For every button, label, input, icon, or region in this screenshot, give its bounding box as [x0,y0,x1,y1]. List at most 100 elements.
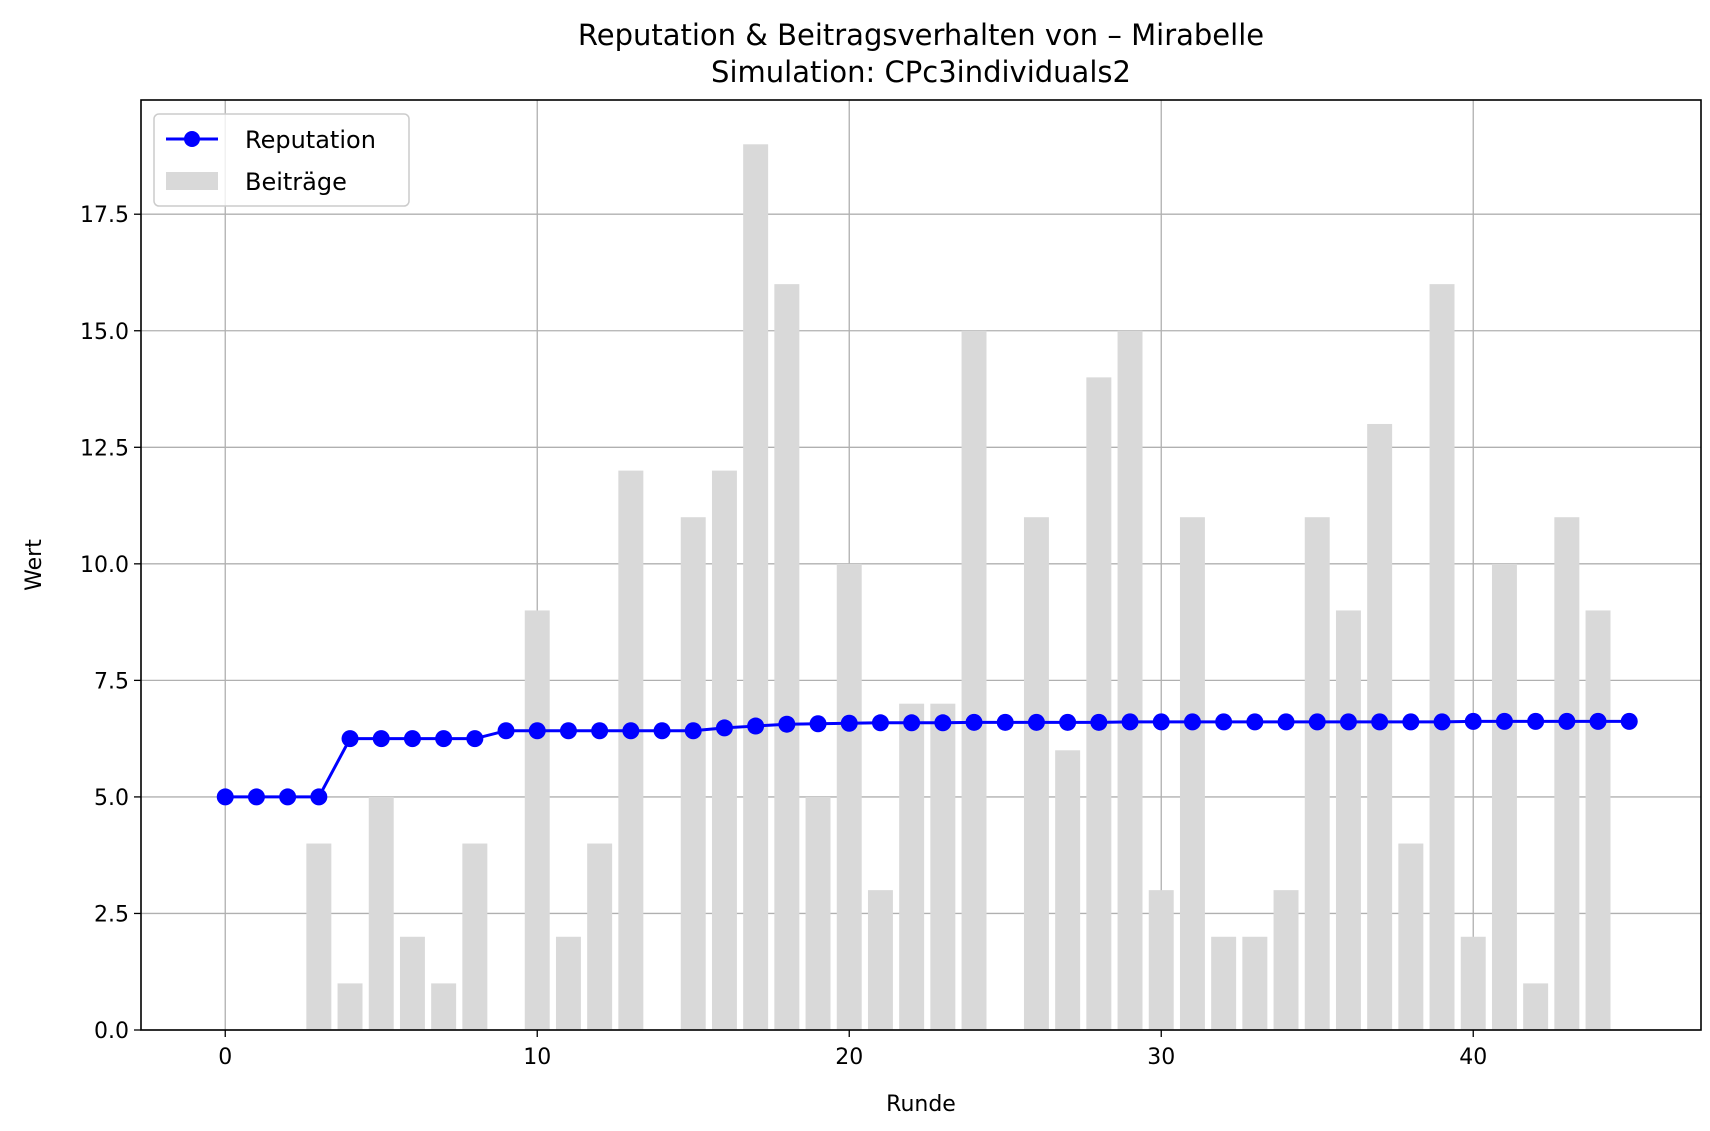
y-axis-label: Wert [22,539,47,591]
reputation-point [247,788,265,806]
contribution-bar [587,843,613,1030]
contribution-bar [618,470,644,1030]
x-tick-label: 0 [218,1045,232,1070]
reputation-point [1371,713,1389,731]
contribution-bar [1023,517,1049,1030]
reputation-point [934,714,952,732]
contribution-bars [306,144,1611,1031]
chart-subtitle: Simulation: CPc3individuals2 [711,55,1131,89]
reputation-point [1090,713,1108,731]
chart-title: Reputation & Beitragsverhalten von – Mir… [578,18,1264,52]
reputation-point [684,722,702,740]
x-axis: 0 10 20 30 40 [218,1030,1487,1070]
reputation-point [497,722,515,740]
reputation-point [1215,713,1233,731]
legend: Reputation Beiträge [153,113,410,207]
reputation-point [1464,712,1482,730]
contribution-bar [774,284,800,1030]
legend-contributions-swatch [166,172,218,190]
contribution-bar [805,796,831,1030]
reputation-line [216,712,1638,806]
reputation-point [1620,712,1638,730]
contribution-bar [1273,890,1299,1030]
reputation-point [591,722,609,740]
reputation-point [653,722,671,740]
reputation-point [1246,713,1264,731]
contribution-bar [462,843,488,1030]
plot-frame [140,99,1702,1031]
x-tick-label: 40 [1459,1045,1487,1070]
contribution-bar [961,330,987,1030]
contribution-bar [867,890,893,1030]
reputation-point [341,730,359,748]
contribution-bar [555,936,581,1030]
y-tick-label: 7.5 [94,669,129,694]
x-axis-label: Runde [886,1092,956,1117]
x-tick-label: 10 [523,1045,551,1070]
contribution-bar [431,983,457,1030]
reputation-point [715,719,733,737]
legend-contributions-label: Beiträge [245,168,347,196]
reputation-point [871,714,889,732]
contribution-bar [399,936,425,1030]
contribution-bar [306,843,332,1030]
contribution-bar [1304,517,1330,1030]
contribution-bar [743,144,769,1031]
reputation-point [840,714,858,732]
contribution-bar [711,470,737,1030]
x-tick-label: 20 [835,1045,863,1070]
reputation-point [1121,713,1139,731]
contribution-bar [1117,330,1143,1030]
reputation-point [403,730,421,748]
reputation-point [1589,712,1607,730]
legend-reputation-label: Reputation [245,126,376,154]
contribution-bar [1585,610,1611,1030]
contribution-bar [1554,517,1580,1030]
contribution-bar [1211,936,1237,1030]
reputation-point [1433,713,1451,731]
y-tick-label: 0.0 [94,1019,129,1044]
contribution-bar [899,703,925,1030]
reputation-point [1495,712,1513,730]
reputation-point [1402,713,1420,731]
reputation-point [965,713,983,731]
reputation-point [310,788,328,806]
reputation-point [809,715,827,733]
reputation-point [372,730,390,748]
reputation-point [1152,713,1170,731]
y-tick-label: 2.5 [94,902,129,927]
contribution-bar [524,610,550,1030]
reputation-point [435,730,453,748]
reputation-point [466,730,484,748]
reputation-series-line [225,719,1630,799]
contribution-bar [680,517,706,1030]
reputation-point [1527,712,1545,730]
reputation-point [528,722,546,740]
reputation-point [1277,713,1295,731]
reputation-point [279,788,297,806]
y-tick-label: 15.0 [80,320,129,345]
reputation-point [1558,712,1576,730]
reputation-point [1059,713,1077,731]
contribution-bar [930,703,956,1030]
contribution-bar [1398,843,1424,1030]
contribution-bar [1335,610,1361,1030]
reputation-point [1027,713,1045,731]
contribution-bar [1429,284,1455,1030]
y-tick-label: 12.5 [80,436,129,461]
contribution-bar [1242,936,1268,1030]
y-tick-label: 10.0 [80,553,129,578]
contribution-bar [1491,563,1517,1030]
contribution-bar [836,563,862,1030]
reputation-point [1308,713,1326,731]
contribution-bar [1179,517,1205,1030]
contribution-bar [368,796,394,1030]
contribution-bar [1148,890,1174,1030]
reputation-point [559,722,577,740]
contribution-bar [1055,750,1081,1030]
contribution-bar [1523,983,1549,1030]
contribution-bar [1086,377,1112,1030]
y-tick-label: 5.0 [94,786,129,811]
reputation-point [778,715,796,733]
